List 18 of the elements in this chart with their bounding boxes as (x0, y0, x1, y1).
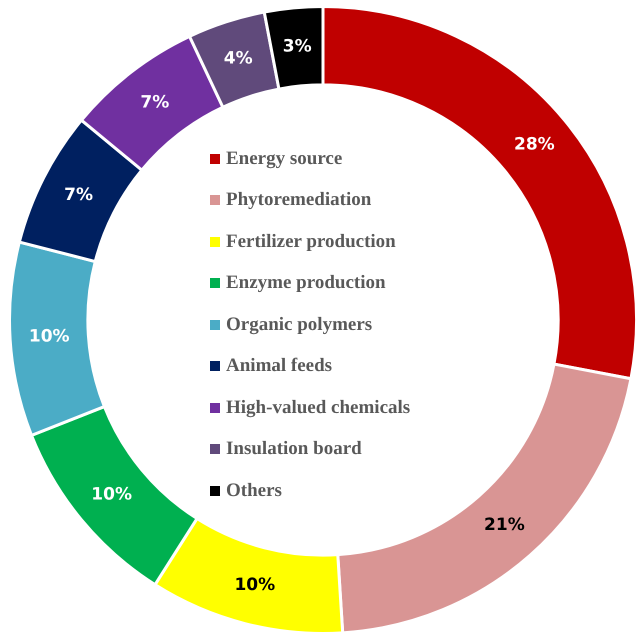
data-label: 10% (234, 575, 276, 596)
legend-label: Phytoremediation (226, 189, 372, 212)
legend-label: Others (226, 480, 282, 502)
data-label: 10% (28, 326, 70, 347)
legend-label: Animal feeds (226, 355, 332, 378)
data-label: 3% (282, 36, 312, 56)
data-label: 7% (64, 184, 94, 205)
legend-label: Organic polymers (226, 314, 372, 336)
legend-label: High-valued chemicals (226, 396, 410, 419)
legend-label: Enzyme production (226, 272, 386, 294)
legend-label: Insulation board (226, 438, 362, 460)
data-label: 10% (91, 484, 132, 504)
legend-label: Energy source (226, 148, 342, 170)
data-label: 28% (514, 134, 555, 155)
data-label: 21% (484, 515, 525, 536)
legend-label: Fertilizer production (226, 230, 396, 253)
data-label: 7% (140, 92, 170, 113)
data-label: 4% (224, 48, 253, 69)
